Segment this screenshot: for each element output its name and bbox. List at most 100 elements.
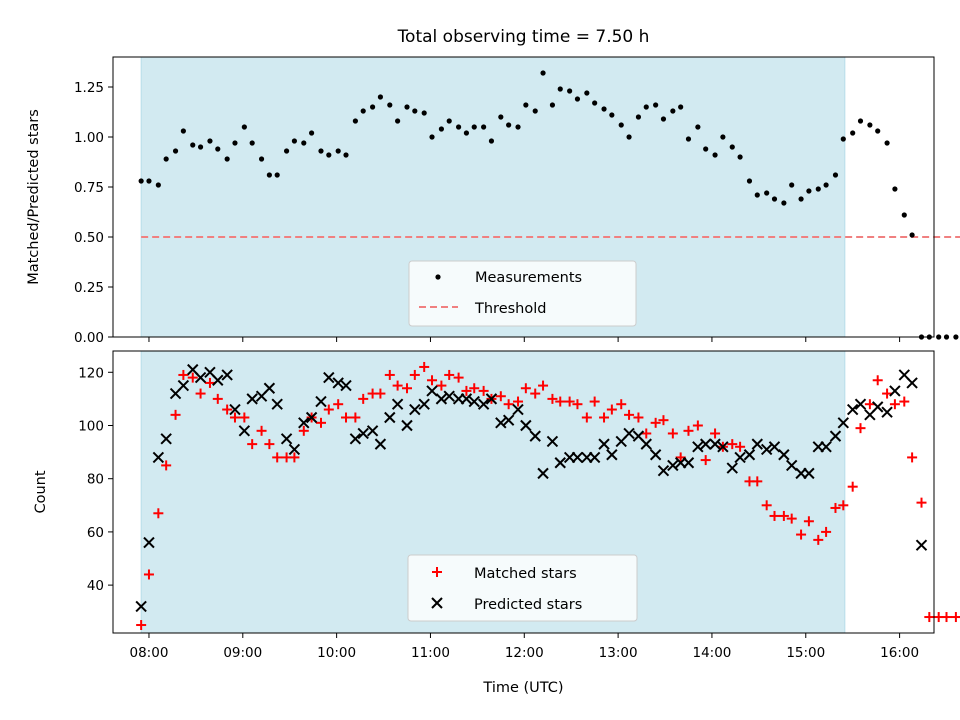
cross-stroke	[238, 425, 251, 437]
count-x-tick-label: 12:00	[505, 645, 544, 661]
predicted-point	[194, 371, 207, 384]
cross-stroke	[477, 398, 490, 410]
measurement-point	[318, 148, 324, 154]
matched-point	[419, 361, 430, 372]
predicted-point	[699, 438, 712, 450]
predicted-point	[588, 451, 601, 464]
measurement-point	[574, 96, 581, 102]
matched-point	[401, 383, 412, 394]
measurement-point	[224, 156, 230, 162]
matched-point	[453, 372, 464, 383]
matched-point	[658, 415, 669, 426]
cross-stroke	[298, 417, 310, 429]
cross-stroke	[357, 427, 369, 440]
cross-stroke	[520, 419, 532, 432]
cross-stroke	[743, 449, 756, 461]
cross-stroke	[632, 430, 645, 442]
matched-point	[315, 417, 326, 428]
predicted-point	[280, 433, 293, 445]
predicted-point	[401, 419, 413, 432]
predicted-point	[443, 390, 455, 402]
cross-stroke	[409, 403, 421, 416]
predicted-point	[785, 459, 798, 472]
cross-stroke	[906, 377, 918, 389]
count-plot-marks	[135, 361, 960, 631]
measurement-point	[463, 130, 470, 136]
matched-point	[469, 383, 480, 394]
measurement-point	[643, 104, 649, 110]
measurement-point	[146, 178, 152, 184]
cross-stroke	[204, 366, 216, 378]
cross-stroke	[143, 536, 155, 549]
matched-point	[821, 526, 832, 537]
predicted-point	[692, 441, 704, 453]
cross-stroke	[460, 393, 473, 405]
matched-point	[641, 428, 652, 439]
matched-point	[495, 391, 506, 402]
cross-stroke	[194, 371, 207, 384]
count-y-tick-label: 120	[78, 365, 104, 381]
count-axis-ticks: 40 60 80 100 120 08:00 09:00 10:00 11:00 12:00 13:…	[78, 365, 919, 661]
matched-point	[461, 385, 472, 396]
cross-stroke	[588, 451, 601, 464]
predicted-point	[889, 385, 901, 397]
matched-point	[633, 412, 644, 423]
measurement-point	[754, 192, 760, 198]
measurement-point	[695, 124, 701, 130]
predicted-point	[349, 433, 362, 445]
measurement-point	[892, 186, 898, 192]
predicted-point	[391, 398, 404, 410]
measurement-point	[909, 232, 915, 238]
measurement-point	[266, 172, 272, 178]
cross-stroke	[881, 406, 893, 418]
measurement-point	[953, 334, 959, 340]
cross-stroke	[829, 430, 842, 442]
cross-stroke	[682, 457, 695, 469]
cross-stroke	[246, 393, 258, 405]
cross-stroke	[468, 395, 480, 408]
count-x-tick-label: 10:00	[317, 645, 356, 661]
cross-stroke	[315, 395, 327, 408]
count-legend: Matched stars Predicted stars	[407, 554, 638, 622]
measurement-point	[360, 108, 366, 114]
matched-point	[538, 380, 549, 391]
predicted-point	[229, 403, 241, 416]
ratio-y-tick-label: 1.00	[74, 130, 104, 146]
measurement-point	[258, 156, 265, 162]
measurement-point	[875, 128, 881, 134]
matched-point	[872, 375, 883, 386]
cross-stroke	[485, 393, 498, 405]
predicted-point	[717, 441, 729, 453]
legend-measurements-label: Measurements	[475, 270, 582, 286]
measurement-point	[241, 124, 247, 130]
predicted-point	[734, 451, 746, 464]
matched-point	[735, 441, 746, 452]
cross-stroke	[699, 438, 712, 450]
cross-stroke	[374, 438, 387, 450]
matched-point	[950, 612, 960, 623]
predicted-point	[598, 438, 610, 450]
matched-point	[838, 500, 849, 511]
predicted-point	[246, 393, 258, 405]
cross-stroke	[726, 462, 738, 474]
measurement-point	[197, 144, 204, 150]
measurement-point	[789, 182, 795, 188]
measurement-point	[163, 156, 169, 162]
cross-stroke	[657, 465, 670, 477]
ratio-axis-ticks: 0.00 0.25 0.50 0.75 1.00 1.25	[74, 80, 901, 346]
matched-point	[589, 396, 600, 407]
matched-point	[375, 388, 386, 399]
cross-stroke	[443, 390, 455, 402]
count-x-tick-label: 09:00	[223, 645, 262, 661]
measurement-point	[618, 122, 624, 128]
x-axis-label: Time (UTC)	[482, 680, 563, 696]
ratio-legend: Measurements Threshold	[408, 260, 637, 327]
predicted-point	[915, 539, 928, 551]
cross-stroke	[760, 443, 773, 456]
predicted-point	[135, 600, 147, 613]
matched-point	[847, 481, 858, 492]
matched-point	[727, 439, 738, 450]
measurement-point	[207, 138, 213, 144]
measurement-point	[806, 188, 812, 194]
